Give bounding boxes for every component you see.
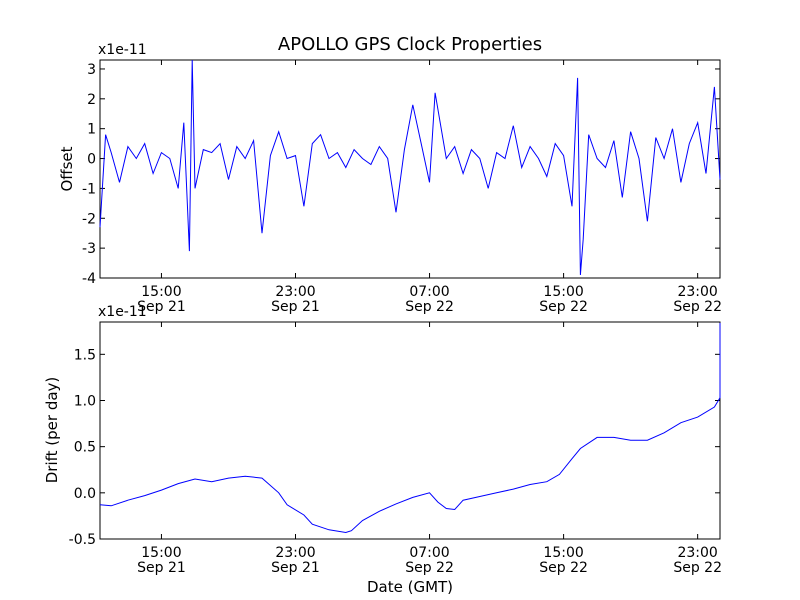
drift-axes-frame bbox=[99, 321, 721, 540]
drift-x-tick-time-label: 23:00 bbox=[275, 545, 315, 561]
offset-x-tick-time-label: 07:00 bbox=[409, 284, 449, 300]
drift-y-ticks: -0.5 0.0 0.5 1.0 1.5 bbox=[69, 347, 720, 548]
drift-x-tick-date-label: Sep 22 bbox=[673, 560, 722, 576]
drift-y-tick-label: 0.5 bbox=[74, 440, 96, 456]
offset-scale-label: x1e-11 bbox=[98, 42, 147, 58]
drift-scale-label: x1e-11 bbox=[98, 304, 147, 320]
drift-x-tick-date-label: Sep 21 bbox=[137, 560, 186, 576]
drift-y-axis-label: Drift (per day) bbox=[43, 377, 61, 484]
drift-x-tick-time-label: 15:00 bbox=[141, 545, 181, 561]
offset-y-tick-label: -3 bbox=[82, 241, 96, 257]
offset-x-tick-time-label: 15:00 bbox=[543, 284, 583, 300]
offset-axes-frame bbox=[99, 59, 721, 279]
drift-x-tick-time-label: 15:00 bbox=[543, 545, 583, 561]
offset-y-tick-label: 2 bbox=[87, 92, 96, 108]
offset-y-tick-label: -2 bbox=[82, 211, 96, 227]
offset-x-tick-date-label: Sep 21 bbox=[137, 299, 186, 315]
drift-panel: x1e-11 Drift (per day) -0.50.00.51.01.5 … bbox=[43, 304, 722, 576]
offset-y-axis-label: Offset bbox=[58, 146, 76, 191]
offset-y-tick-label: 3 bbox=[87, 62, 96, 78]
drift-x-tick-date-label: Sep 22 bbox=[539, 560, 588, 576]
offset-x-tick-time-label: 23:00 bbox=[275, 284, 315, 300]
offset-x-tick-date-label: Sep 22 bbox=[673, 299, 722, 315]
offset-y-tick-label: 1 bbox=[87, 122, 96, 138]
chart-title: APOLLO GPS Clock Properties bbox=[278, 34, 542, 55]
drift-y-tick-label: 1.5 bbox=[74, 347, 96, 363]
offset-y-tick-label: -1 bbox=[82, 181, 96, 197]
offset-x-tick-date-label: Sep 21 bbox=[271, 299, 320, 315]
offset-x-tick-time-label: 15:00 bbox=[141, 284, 181, 300]
offset-x-tick-time-label: 23:00 bbox=[677, 284, 717, 300]
drift-y-tick-label: 0.0 bbox=[74, 486, 96, 502]
drift-series-line bbox=[99, 322, 721, 534]
drift-y-tick-label: -0.5 bbox=[69, 532, 96, 548]
drift-y-tick-label: 1.0 bbox=[74, 393, 96, 409]
offset-y-tick-label: 0 bbox=[87, 152, 96, 168]
drift-x-tick-time-label: 07:00 bbox=[409, 545, 449, 561]
offset-series-line bbox=[99, 59, 721, 276]
drift-x-tick-date-label: Sep 21 bbox=[271, 560, 320, 576]
offset-x-tick-date-label: Sep 22 bbox=[405, 299, 454, 315]
offset-x-tick-date-label: Sep 22 bbox=[539, 299, 588, 315]
offset-y-tick-label: -4 bbox=[82, 271, 96, 287]
drift-x-tick-time-label: 23:00 bbox=[677, 545, 717, 561]
x-axis-label: Date (GMT) bbox=[367, 578, 453, 596]
drift-x-tick-date-label: Sep 22 bbox=[405, 560, 454, 576]
